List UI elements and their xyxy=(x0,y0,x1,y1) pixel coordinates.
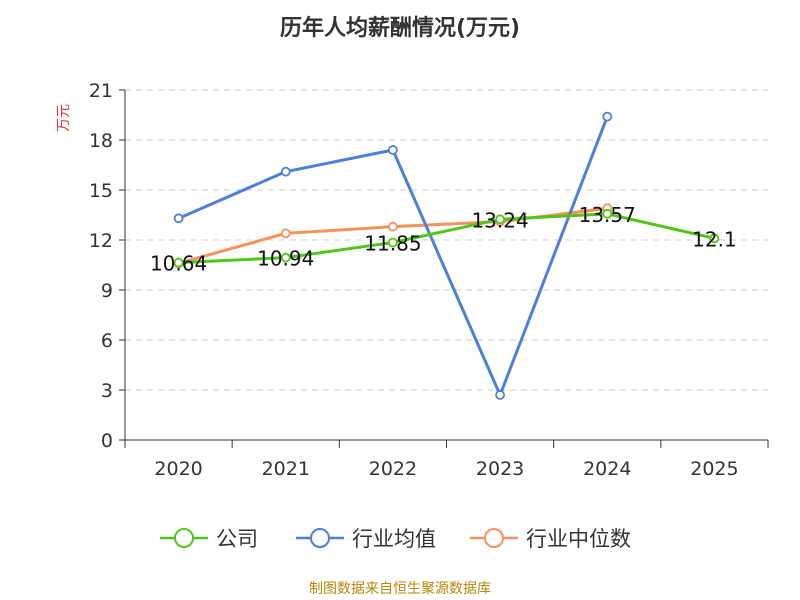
data-point xyxy=(280,252,291,263)
legend-label: 公司 xyxy=(216,527,258,551)
data-point xyxy=(173,257,184,268)
legend-label: 行业中位数 xyxy=(526,527,631,551)
legend-label: 行业均值 xyxy=(352,527,436,551)
data-point xyxy=(280,166,291,177)
x-tick-label: 2023 xyxy=(476,458,524,480)
data-point xyxy=(173,213,184,224)
data-point xyxy=(602,111,613,122)
legend-marker xyxy=(310,528,330,548)
x-axis: 2020 2021 2022 2023 2024 2025 xyxy=(124,90,769,480)
data-point xyxy=(388,221,398,232)
y-tick-label: 6 xyxy=(101,330,113,352)
legend-marker xyxy=(174,528,194,548)
x-tick-label: 2021 xyxy=(262,458,310,480)
y-axis-label: 万元 xyxy=(56,104,72,132)
y-tick-label: 9 xyxy=(101,280,113,302)
data-point xyxy=(495,390,505,400)
data-point xyxy=(495,214,505,225)
x-tick-label: 2025 xyxy=(690,458,738,480)
series-line xyxy=(178,212,715,265)
y-tick-label: 15 xyxy=(89,180,113,202)
y-tick-label: 12 xyxy=(89,230,113,252)
data-point xyxy=(388,237,398,248)
series-lines xyxy=(173,111,720,400)
data-label: 12.1 xyxy=(692,227,737,251)
chart-title: 历年人均薪酬情况(万元) xyxy=(279,16,521,41)
legend-marker xyxy=(484,528,504,548)
x-tick-label: 2024 xyxy=(583,458,631,480)
grid-lines xyxy=(125,89,768,391)
y-tick-label: 3 xyxy=(101,380,113,402)
data-label: 13.57 xyxy=(579,203,636,227)
x-tick-label: 2020 xyxy=(154,458,202,480)
data-labels: 10.64 10.94 11.85 13.24 13.57 12.1 xyxy=(150,203,737,276)
data-point xyxy=(709,233,720,244)
source-note: 制图数据来自恒生聚源数据库 xyxy=(309,581,491,597)
series-line xyxy=(177,116,609,397)
data-label: 11.85 xyxy=(364,232,421,256)
data-point xyxy=(602,208,613,219)
legend: 公司 行业均值 行业中位数 xyxy=(160,527,631,551)
data-label: 10.94 xyxy=(257,247,314,271)
y-axis-ticks: 0 3 6 9 12 15 18 21 xyxy=(89,80,125,452)
y-tick-label: 21 xyxy=(89,80,113,102)
data-label: 10.64 xyxy=(150,252,207,276)
data-point xyxy=(280,228,291,239)
x-tick-label: 2022 xyxy=(369,458,417,480)
data-label: 13.24 xyxy=(471,208,528,232)
data-point xyxy=(388,145,398,155)
y-tick-label: 18 xyxy=(89,130,113,152)
y-tick-label: 0 xyxy=(101,430,113,452)
